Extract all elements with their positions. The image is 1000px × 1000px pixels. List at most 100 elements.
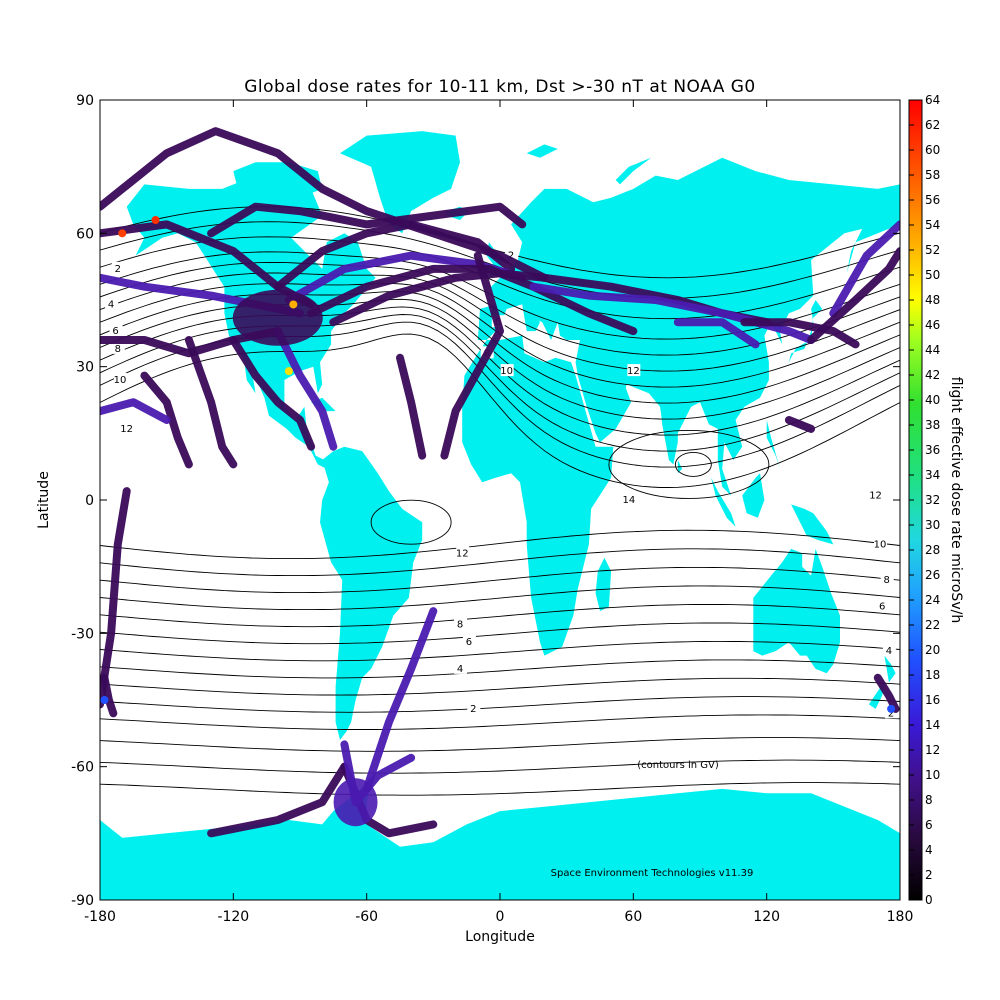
land-africa bbox=[462, 335, 614, 656]
colorbar-tick-label: 6 bbox=[925, 818, 933, 832]
colorbar-tick-label: 10 bbox=[925, 768, 940, 782]
flight-sample-point bbox=[289, 300, 298, 309]
flight-track bbox=[273, 220, 516, 291]
colorbar-tick-label: 38 bbox=[925, 418, 940, 432]
contour-label-bg bbox=[111, 261, 125, 274]
contour-label: 10 bbox=[874, 539, 887, 550]
contour-label: 2 bbox=[470, 704, 476, 715]
y-tick-label: 0 bbox=[85, 493, 94, 509]
contour-label: 6 bbox=[879, 602, 885, 613]
colorbar-tick-label: 44 bbox=[925, 343, 940, 357]
contour-line-south bbox=[100, 529, 900, 560]
flight-track bbox=[100, 127, 549, 282]
colorbar-tick-label: 32 bbox=[925, 493, 940, 507]
y-tick-label: 30 bbox=[76, 360, 94, 376]
flight-track bbox=[229, 336, 316, 451]
colorbar-tick-label: 26 bbox=[925, 568, 940, 582]
contour-label-bg bbox=[454, 661, 467, 674]
contour-line-south bbox=[100, 759, 900, 774]
contour-label: 6 bbox=[112, 326, 118, 337]
contour-label-bg bbox=[467, 701, 481, 714]
colorbar-tick-label: 2 bbox=[925, 868, 933, 882]
colorbar-tick-label: 0 bbox=[925, 893, 933, 907]
x-tick-label: -120 bbox=[217, 909, 249, 925]
x-tick-label: -60 bbox=[355, 909, 378, 925]
flight-track bbox=[440, 251, 504, 460]
contour-line-south bbox=[100, 585, 900, 611]
y-tick-label: -90 bbox=[71, 893, 94, 909]
contour-label: 12 bbox=[869, 491, 882, 502]
colorbar-tick-label: 28 bbox=[925, 543, 940, 557]
contour-line-south bbox=[100, 737, 900, 752]
contour-line-south bbox=[100, 659, 900, 679]
contour-label-bg bbox=[876, 599, 890, 612]
contour-label-bg bbox=[109, 324, 123, 337]
flight-track bbox=[307, 264, 638, 336]
x-tick-label: 120 bbox=[753, 909, 780, 925]
contour-line-south bbox=[100, 622, 900, 645]
flight-sample-point bbox=[284, 367, 293, 376]
colorbar-tick-label: 42 bbox=[925, 368, 940, 382]
contour-line-south bbox=[100, 714, 900, 730]
contour-label: 4 bbox=[457, 664, 463, 675]
contour-line-south bbox=[100, 566, 900, 594]
colorbar-tick-label: 50 bbox=[925, 268, 940, 282]
colorbar-tick-label: 12 bbox=[925, 743, 940, 757]
contour-max-ring bbox=[608, 429, 770, 499]
contour-label-bg bbox=[869, 488, 883, 501]
y-tick-label: -30 bbox=[71, 626, 94, 642]
chart-title: Global dose rates for 10-11 km, Dst >-30… bbox=[244, 77, 756, 97]
colorbar-tick-label: 8 bbox=[925, 793, 933, 807]
land-japan bbox=[788, 300, 823, 363]
contour-label: 2 bbox=[508, 251, 514, 262]
land-indonesia-sumatra bbox=[711, 477, 736, 527]
colorbar-label: flight effective dose rate microSv/h bbox=[948, 377, 964, 623]
colorbar-tick-label: 58 bbox=[925, 168, 940, 182]
contour-label: 6 bbox=[466, 637, 472, 648]
colorbar-tick-label: 34 bbox=[925, 468, 940, 482]
contour-label-bg bbox=[105, 297, 119, 310]
contour-line-north bbox=[100, 333, 900, 488]
colorbar-tick-label: 56 bbox=[925, 193, 940, 207]
colorbar-tick-label: 60 bbox=[925, 143, 940, 157]
colorbar-tick-label: 16 bbox=[925, 693, 940, 707]
land-greenland bbox=[340, 131, 460, 234]
contour-label-bg bbox=[880, 573, 894, 585]
flight-track bbox=[273, 327, 338, 451]
x-tick-label: 0 bbox=[496, 909, 505, 925]
x-tick-label: 180 bbox=[887, 909, 914, 925]
colorbar-tick-label: 36 bbox=[925, 443, 940, 457]
flight-track bbox=[529, 282, 816, 344]
flight-sample-point bbox=[151, 216, 160, 224]
contour-label-bg bbox=[114, 373, 127, 385]
contour-line-south bbox=[100, 548, 900, 577]
flight-track-layer bbox=[100, 127, 900, 838]
land-eurasia bbox=[477, 157, 900, 496]
colorbar-tick-label: 24 bbox=[925, 593, 940, 607]
contour-max-core bbox=[674, 451, 712, 477]
land-scandinavia-svalbard bbox=[526, 144, 558, 158]
contour-label: 4 bbox=[886, 646, 892, 657]
colorbar-tick-label: 64 bbox=[925, 93, 940, 107]
contour-line-north bbox=[100, 261, 900, 356]
contour-label: 12 bbox=[627, 366, 640, 377]
colorbar-tick-label: 30 bbox=[925, 518, 940, 532]
contour-label: 8 bbox=[457, 619, 463, 630]
contour-label-bg bbox=[627, 364, 641, 377]
y-tick-label: 90 bbox=[76, 93, 94, 109]
colorbar-tick-label: 20 bbox=[925, 643, 940, 657]
contour-atlantic-ring bbox=[370, 499, 452, 545]
land-alaska-east-siberia bbox=[855, 184, 900, 225]
flight-sample-point bbox=[118, 229, 127, 238]
colorbar-tick-label: 18 bbox=[925, 668, 940, 682]
contour-line-south bbox=[100, 782, 900, 796]
x-axis-label: Longitude bbox=[465, 929, 535, 945]
colorbar-ticks: 0246810121416182022242628303234363840424… bbox=[909, 93, 940, 907]
contour-line-north bbox=[100, 298, 900, 420]
colorbar-tick-label: 14 bbox=[925, 718, 940, 732]
contour-label-bg bbox=[874, 537, 887, 550]
colorbar-tick-label: 54 bbox=[925, 218, 940, 232]
contour-note: (contours in GV) bbox=[637, 760, 719, 771]
y-tick-label: 60 bbox=[76, 226, 94, 242]
contour-line-south bbox=[100, 640, 900, 662]
